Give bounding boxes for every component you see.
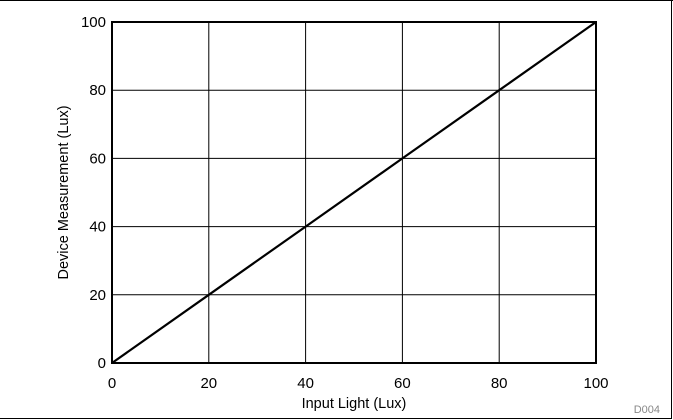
y-tick-label-2: 40 <box>89 219 106 236</box>
x-tick-label-3: 60 <box>394 375 411 392</box>
figure-code: D004 <box>634 404 660 416</box>
x-tick-labels: 0 20 40 60 80 100 <box>108 375 609 392</box>
series-layer <box>111 21 597 364</box>
y-tick-label-1: 20 <box>89 287 106 304</box>
figure-frame-top <box>0 0 673 1</box>
y-tick-label-0: 0 <box>98 355 106 372</box>
y-tick-label-4: 80 <box>89 82 106 99</box>
y-tick-label-3: 60 <box>89 150 106 167</box>
y-axis-title: Device Measurement (Lux) <box>56 105 72 279</box>
plot-area-border <box>111 21 597 364</box>
y-tick-label-5: 100 <box>81 14 106 31</box>
x-tick-label-4: 80 <box>491 375 508 392</box>
x-axis-title: Input Light (Lux) <box>302 396 407 412</box>
series-line-0 <box>111 21 597 364</box>
x-tick-label-0: 0 <box>108 375 116 392</box>
y-tick-labels: 0 20 40 60 80 100 <box>81 14 106 372</box>
x-tick-label-5: 100 <box>583 375 608 392</box>
x-tick-label-1: 20 <box>200 375 217 392</box>
x-tick-label-2: 40 <box>297 375 314 392</box>
